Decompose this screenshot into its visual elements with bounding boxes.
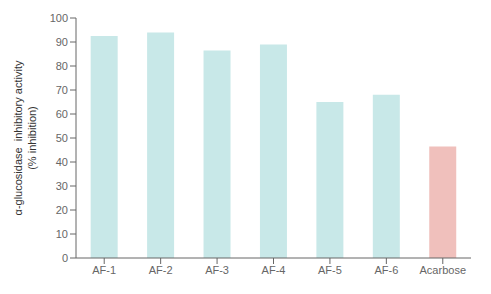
svg-text:AF-5: AF-5: [318, 264, 342, 276]
svg-text:30: 30: [56, 180, 68, 192]
svg-text:20: 20: [56, 204, 68, 216]
svg-text:100: 100: [50, 12, 68, 24]
svg-text:AF-1: AF-1: [92, 264, 116, 276]
svg-text:Acarbose: Acarbose: [420, 264, 466, 276]
svg-text:90: 90: [56, 36, 68, 48]
svg-text:70: 70: [56, 84, 68, 96]
svg-text:AF-2: AF-2: [149, 264, 173, 276]
svg-text:AF-4: AF-4: [262, 264, 286, 276]
svg-text:50: 50: [56, 132, 68, 144]
svg-text:80: 80: [56, 60, 68, 72]
svg-text:40: 40: [56, 156, 68, 168]
svg-text:α-glucosidase inhibitory acti: α-glucosidase inhibitory activity(% inhi…: [12, 60, 38, 215]
svg-text:AF-3: AF-3: [205, 264, 229, 276]
svg-text:AF-6: AF-6: [374, 264, 398, 276]
svg-text:0: 0: [62, 252, 68, 264]
svg-text:10: 10: [56, 228, 68, 240]
svg-text:60: 60: [56, 108, 68, 120]
